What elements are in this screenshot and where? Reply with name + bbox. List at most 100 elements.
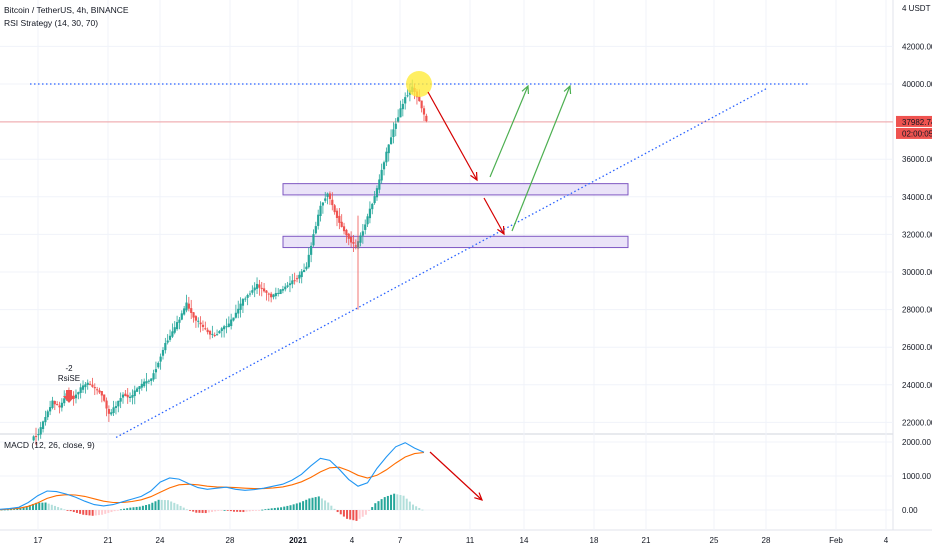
- macd-histogram-bar: [138, 506, 141, 510]
- candle-body: [251, 290, 254, 293]
- macd-histogram-bar: [135, 506, 138, 510]
- candle-body: [218, 331, 221, 334]
- candle-body: [239, 303, 242, 310]
- macd-histogram-bar: [41, 502, 44, 510]
- time-tick-label: 11: [466, 536, 475, 545]
- macd-histogram-bar: [6, 509, 9, 511]
- candle-body: [352, 242, 355, 244]
- candle-body: [194, 316, 198, 321]
- strategy-label[interactable]: RSI Strategy (14, 30, 70): [4, 18, 99, 28]
- macd-histogram-bar: [214, 510, 217, 512]
- candle-body: [338, 215, 341, 223]
- support-zone: [282, 235, 629, 249]
- candle-body: [422, 108, 426, 115]
- price-tick-label: 40000.00: [902, 80, 932, 89]
- candle-body: [110, 412, 113, 415]
- candle-body: [389, 137, 393, 145]
- macd-histogram-bar: [101, 510, 104, 515]
- candle-body: [237, 308, 240, 314]
- candle-body: [399, 108, 402, 118]
- price-tick-label: 28000.00: [902, 306, 932, 315]
- time-tick-label: 7: [398, 536, 403, 545]
- candle-body: [310, 245, 313, 255]
- macd-histogram-bar: [405, 498, 408, 510]
- candle-body: [175, 322, 179, 330]
- macd-histogram-bar: [267, 508, 270, 510]
- macd-label[interactable]: MACD (12, 26, close, 9): [4, 440, 95, 450]
- candle-body: [302, 270, 306, 273]
- price-tag-box: [896, 115, 932, 127]
- candle-body: [258, 284, 261, 288]
- candle-body: [333, 205, 336, 213]
- macd-histogram-bar: [276, 507, 279, 510]
- time-tick-label: 28: [762, 536, 771, 545]
- candle-body: [136, 388, 139, 392]
- candle-body: [56, 404, 59, 406]
- macd-histogram-bar: [258, 510, 261, 511]
- candle-body: [204, 328, 207, 330]
- candle-body: [140, 383, 143, 388]
- candle-body: [91, 384, 94, 387]
- support-zone: [282, 183, 629, 196]
- forecast-arrow-down-1-head: [470, 171, 478, 182]
- macd-histogram-bar: [390, 494, 393, 510]
- forecast-arrow-up-2-head: [563, 84, 572, 95]
- candle-body: [397, 117, 400, 122]
- macd-histogram-bar: [327, 502, 330, 510]
- price-tick-label: 30000.00: [902, 268, 932, 277]
- macd-tick-label: 1000.00: [902, 472, 931, 481]
- candle-body: [284, 286, 287, 290]
- time-tick-label: 21: [104, 536, 113, 545]
- candle-body: [51, 400, 54, 408]
- candle-body: [213, 335, 216, 337]
- candle-body: [100, 391, 103, 396]
- candle-body: [112, 407, 115, 413]
- candle-body: [46, 411, 49, 418]
- candle-body: [255, 283, 259, 289]
- candle-body: [227, 323, 230, 327]
- macd-histogram-bar: [371, 507, 374, 510]
- candle-body: [244, 298, 247, 300]
- forecast-arrow-up-2: [511, 85, 571, 232]
- candle-body: [361, 231, 364, 236]
- macd-histogram-bar: [298, 502, 301, 510]
- macd-histogram-bar: [85, 510, 88, 516]
- candle-body: [286, 285, 289, 287]
- candle-body: [197, 320, 200, 322]
- candle-body: [392, 129, 395, 138]
- candle-body: [138, 386, 141, 390]
- price-tick-label: 24000.00: [902, 381, 932, 390]
- price-axis: 42000.0040000.0038000.0036000.0034000.00…: [896, 4, 932, 515]
- macd-histogram-bar: [346, 510, 349, 519]
- macd-histogram-bar: [295, 503, 298, 510]
- macd-arrow-down: [429, 451, 483, 501]
- candle-body: [307, 254, 310, 268]
- macd-histogram-bar: [264, 509, 267, 511]
- candle-body: [168, 335, 172, 340]
- candle-body: [425, 115, 428, 122]
- candle-body: [382, 162, 386, 170]
- macd-histogram-bar: [314, 497, 317, 510]
- candle-body: [211, 333, 214, 335]
- candle-body: [133, 390, 136, 397]
- macd-histogram-bar: [119, 509, 122, 511]
- macd-line: [0, 442, 425, 510]
- macd-histogram-bar: [176, 504, 179, 510]
- macd-histogram-bar: [154, 501, 157, 510]
- candle-body: [253, 287, 256, 291]
- macd-histogram-bar: [383, 497, 386, 510]
- macd-histogram-bar: [47, 503, 50, 510]
- candle-body: [77, 392, 80, 395]
- macd-histogram-bar: [217, 510, 220, 511]
- macd-histogram-bar: [399, 495, 402, 510]
- macd-histogram-bar: [66, 510, 69, 511]
- forecast-arrow-up-1-head: [521, 84, 530, 95]
- candle-body: [152, 373, 155, 380]
- candle-body: [246, 295, 249, 298]
- macd-histogram-bar: [226, 510, 229, 511]
- time-tick-label: 18: [590, 536, 599, 545]
- forecast-arrow-up-1: [489, 85, 529, 178]
- macd-histogram-bar: [361, 510, 364, 517]
- candle-body: [39, 427, 42, 435]
